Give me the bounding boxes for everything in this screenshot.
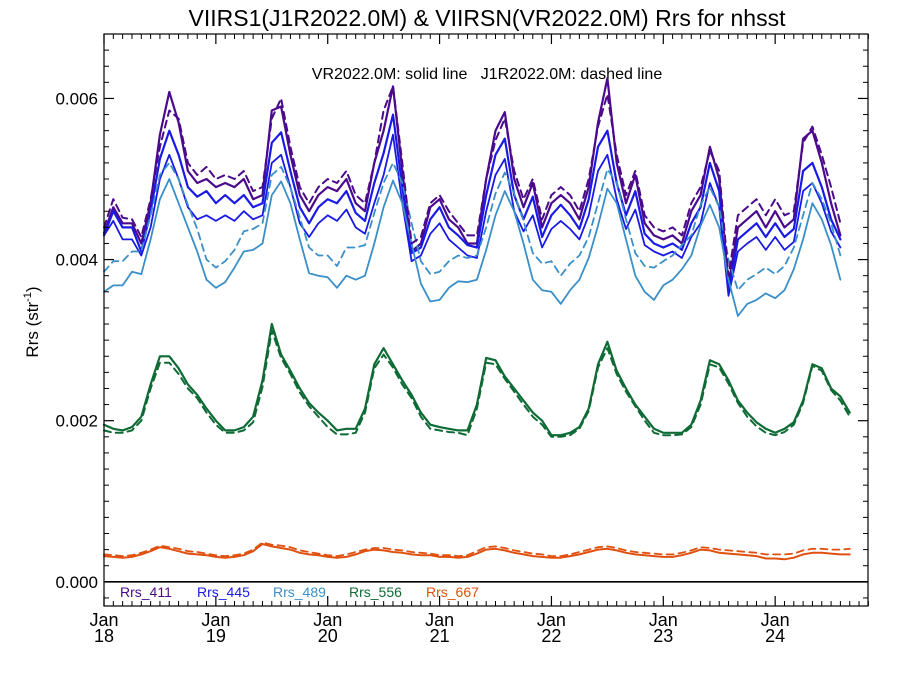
- series-layer: [102, 77, 851, 561]
- y-tick-label: 0.004: [55, 251, 98, 270]
- y-axis-label: Rrs (str-1): [22, 286, 42, 357]
- x-tick-label-month: Jan: [201, 610, 230, 630]
- x-tick-label-month: Jan: [649, 610, 678, 630]
- series-line-rrs-411-dashed: [103, 85, 842, 277]
- y-tick-label: 0.006: [55, 89, 98, 108]
- y-axis-label-main: Rrs (str: [23, 302, 42, 358]
- x-tick-label-month: Jan: [89, 610, 118, 630]
- series-line-rrs-489-dashed: [103, 161, 842, 292]
- chart-subtitle: VR2022.0M: solid line J1R2022.0M: dashed…: [312, 66, 663, 83]
- x-tick-label-year: 19: [206, 626, 226, 646]
- legend-label-rrs-445: Rrs_445: [197, 584, 250, 600]
- series-line-rrs-445-solid: [102, 113, 842, 293]
- y-axis-label-superscript: -1: [22, 292, 34, 302]
- y-tick-label: 0.002: [55, 412, 98, 431]
- legend-label-rrs-411: Rrs_411: [120, 584, 172, 600]
- tick-layer: 0.0000.0020.0040.006Jan18Jan19Jan20Jan21…: [55, 33, 869, 646]
- x-tick-label-month: Jan: [313, 610, 342, 630]
- x-tick-label-month: Jan: [425, 610, 454, 630]
- series-line-rrs-667-dashed: [103, 541, 851, 557]
- x-tick-label-year: 20: [318, 626, 338, 646]
- series-line-rrs-411-solid: [102, 77, 842, 287]
- legend: Rrs_411 Rrs_445 Rrs_489 Rrs_556 Rrs_667: [120, 584, 479, 600]
- x-tick-label-year: 21: [430, 626, 450, 646]
- x-tick-label-year: 24: [765, 626, 785, 646]
- x-tick-label-year: 23: [653, 626, 673, 646]
- legend-label-rrs-556: Rrs_556: [349, 584, 402, 600]
- x-tick-label-year: 22: [541, 626, 561, 646]
- series-line-rrs-489-solid: [103, 178, 842, 317]
- series-line-rrs-667-solid: [103, 543, 851, 561]
- y-axis-label-close: ): [23, 286, 42, 292]
- x-tick-label-month: Jan: [761, 610, 790, 630]
- chart-title: VIIRS1(J1R2022.0M) & VIIRSN(VR2022.0M) R…: [189, 5, 787, 31]
- legend-label-rrs-489: Rrs_489: [273, 584, 326, 600]
- x-tick-label-month: Jan: [537, 610, 566, 630]
- x-tick-label-year: 18: [94, 626, 114, 646]
- legend-label-rrs-667: Rrs_667: [426, 584, 479, 600]
- series-line-rrs-556-dashed: [103, 329, 851, 438]
- y-tick-label: 0.000: [55, 573, 98, 592]
